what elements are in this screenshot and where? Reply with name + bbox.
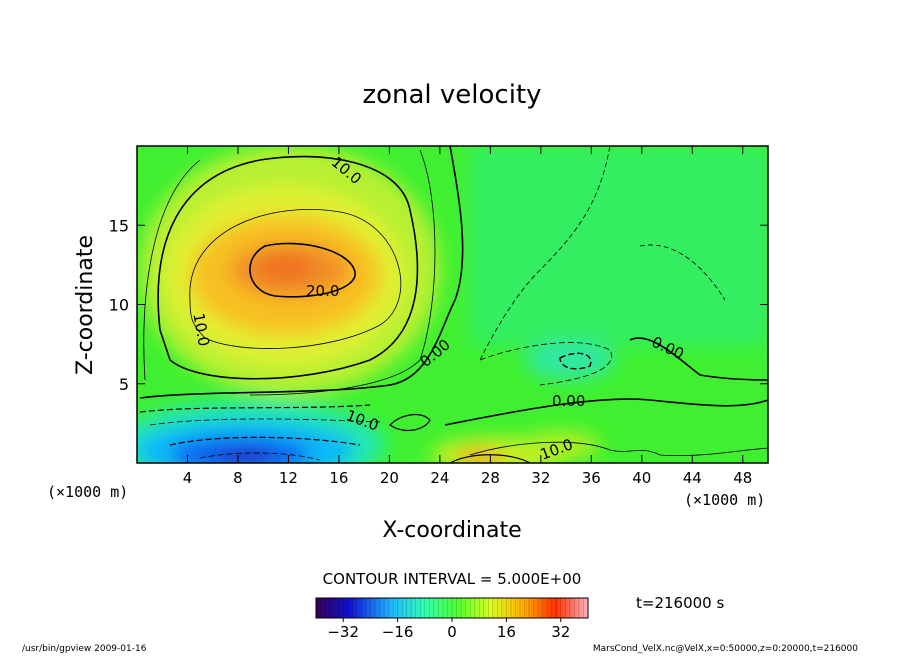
chart-title: zonal velocity <box>362 80 541 110</box>
x-tick-label: 12 <box>279 469 298 487</box>
x-tick-label: 4 <box>183 469 193 487</box>
x-axis-ticks: 4 8 12 16 20 24 28 32 36 40 44 48 <box>183 146 752 487</box>
x-tick-label: 40 <box>632 469 651 487</box>
colorbar-tick-label: 16 <box>497 623 516 641</box>
colorbar-tick-label: −16 <box>382 623 414 641</box>
y-axis-label: Z-coordinate <box>73 235 98 375</box>
colorbar-ticks: −32 −16 0 16 32 <box>327 618 570 641</box>
colorbar-stripes <box>320 598 584 618</box>
heatmap-field <box>137 146 768 463</box>
contour-label: 20.0 <box>306 282 339 300</box>
x-axis-unit-right: (×1000 m) <box>684 491 765 509</box>
x-axis-unit-left: (×1000 m) <box>47 483 128 501</box>
colorbar-tick-label: 32 <box>551 623 570 641</box>
x-tick-label: 24 <box>430 469 449 487</box>
x-tick-label: 48 <box>733 469 752 487</box>
colorbar-tick-label: −32 <box>327 623 359 641</box>
footer-left: /usr/bin/gpview 2009-01-16 <box>22 644 147 654</box>
x-tick-label: 20 <box>380 469 399 487</box>
y-tick-label: 5 <box>119 375 129 394</box>
time-label: t=216000 s <box>636 594 724 612</box>
x-tick-label: 28 <box>481 469 500 487</box>
x-tick-label: 44 <box>683 469 702 487</box>
x-tick-label: 16 <box>329 469 348 487</box>
y-axis-ticks: 5 10 15 <box>109 216 768 394</box>
x-tick-label: 32 <box>531 469 550 487</box>
footer-right: MarsCond_VelX.nc@VelX,x=0:50000,z=0:2000… <box>593 644 858 654</box>
x-axis-label: X-coordinate <box>382 518 521 543</box>
contour-interval: CONTOUR INTERVAL = 5.000E+00 <box>323 570 582 588</box>
x-tick-label: 36 <box>582 469 601 487</box>
contour-label: 10.0 <box>189 312 213 348</box>
x-tick-label: 8 <box>233 469 243 487</box>
y-tick-label: 10 <box>109 296 129 315</box>
contour-label: 0.00 <box>552 392 585 410</box>
colorbar-tick-label: 0 <box>447 623 457 641</box>
y-tick-label: 15 <box>109 216 129 235</box>
